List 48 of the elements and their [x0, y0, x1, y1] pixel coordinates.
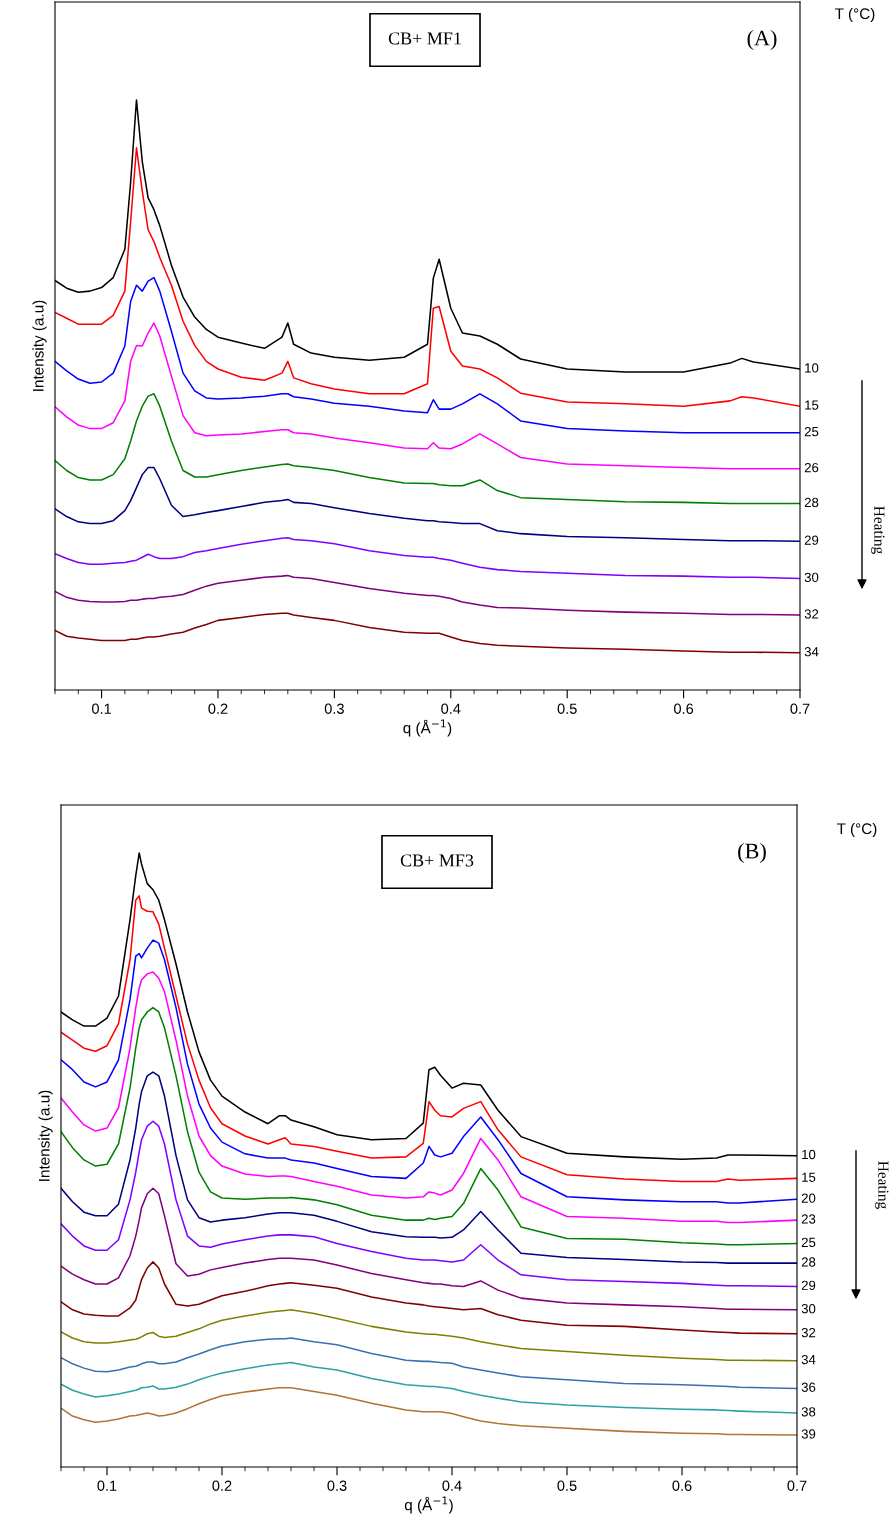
series-label: 25 [804, 426, 819, 437]
x-axis-title: q (Å$^{−1}$) [403, 719, 452, 737]
x-tick-label: 0.6 [672, 1480, 692, 1491]
series-label: 32 [804, 609, 819, 619]
text: T (°C) [837, 822, 877, 838]
series-label: 23 [801, 1214, 816, 1224]
series-label: 15 [805, 400, 819, 410]
series-label: 30 [801, 1303, 816, 1314]
x-tick-label: 0.5 [557, 1480, 577, 1491]
x-tick-label: 0.2 [212, 1480, 232, 1491]
x-axis-title: q (Å$^{−1}$) [404, 1496, 453, 1514]
y-axis-title: Intensity (a.u) [32, 300, 47, 391]
series-label: 34 [804, 647, 819, 657]
x-tick-label: 0.3 [327, 1480, 347, 1491]
series-label: 15 [802, 1172, 816, 1182]
y-axis-title: Intensity (a.u) [38, 1090, 53, 1181]
x-tick-label: 0.5 [557, 703, 577, 714]
x-tick-label: 0.4 [441, 703, 461, 714]
text: Heating [871, 506, 885, 554]
series-label: 29 [804, 535, 819, 545]
x-tick-label: 0.4 [442, 1480, 462, 1491]
x-tick-label: 0.7 [790, 703, 810, 714]
series-label: 10 [802, 1149, 816, 1160]
x-tick-label: 0.6 [674, 703, 694, 714]
x-tick-label: 0.3 [324, 703, 344, 714]
text: Heating [875, 1161, 889, 1209]
series-label: 29 [801, 1280, 816, 1290]
series-label: 34 [801, 1354, 816, 1365]
series-label: 10 [805, 363, 819, 373]
series-label: 26 [804, 462, 819, 473]
text: T (°C) [835, 7, 875, 23]
series-label: 32 [801, 1327, 816, 1338]
text: CB+ MF1 [388, 32, 461, 45]
series-label: 20 [801, 1193, 816, 1203]
x-tick-label: 0.1 [97, 1480, 117, 1491]
x-tick-label: 0.2 [208, 703, 228, 714]
series-label: 39 [801, 1429, 816, 1439]
series-label: 28 [801, 1257, 816, 1267]
x-tick-label: 0.7 [787, 1480, 807, 1491]
series-label: 38 [801, 1407, 816, 1417]
annotation: (B) [738, 842, 766, 864]
text: (A) [747, 29, 777, 51]
x-tick-label: 0.1 [92, 703, 111, 714]
series-label: 36 [801, 1382, 816, 1392]
series-label: 25 [801, 1237, 816, 1248]
annotation: CB+ MF3 [400, 854, 474, 867]
series-label: 30 [804, 572, 819, 583]
series-label: 28 [804, 497, 819, 508]
